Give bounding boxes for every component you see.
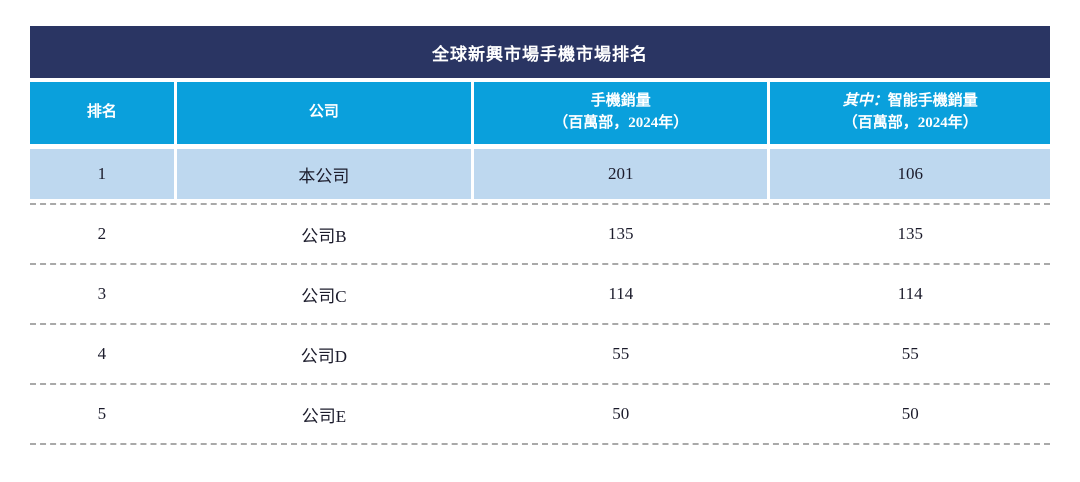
header-company: 公司 <box>176 82 472 144</box>
company-cell: 公司C <box>176 265 472 323</box>
sales-cell: 201 <box>474 149 768 199</box>
company-cell: 公司E <box>176 385 472 443</box>
header-rank: 排名 <box>30 82 174 144</box>
smart-sales-cell: 50 <box>770 385 1050 443</box>
header-phone-sales: 手機銷量 （百萬部，2024年） <box>474 82 768 144</box>
table-header-row: 排名 公司 手機銷量 （百萬部，2024年） 其中：智能手機銷量 （百萬部，20… <box>30 82 1050 144</box>
company-cell: 公司D <box>176 325 472 383</box>
table-row: 1 本公司 201 106 <box>30 149 1050 205</box>
rank-cell: 5 <box>30 385 174 443</box>
header-smartphone-sales: 其中：智能手機銷量 （百萬部，2024年） <box>770 82 1050 144</box>
smart-sales-cell: 106 <box>770 149 1050 199</box>
table-title-bar: 全球新興市場手機市場排名 <box>30 26 1050 78</box>
sales-cell: 114 <box>474 265 768 323</box>
smart-sales-cell: 114 <box>770 265 1050 323</box>
table-title: 全球新興市場手機市場排名 <box>432 44 648 64</box>
table-row: 5 公司E 50 50 <box>30 385 1050 445</box>
sales-cell: 50 <box>474 385 768 443</box>
table-row: 2 公司B 135 135 <box>30 205 1050 265</box>
table-row: 4 公司D 55 55 <box>30 325 1050 385</box>
rank-cell: 3 <box>30 265 174 323</box>
table-row: 3 公司C 114 114 <box>30 265 1050 325</box>
sales-cell: 135 <box>474 205 768 263</box>
sales-cell: 55 <box>474 325 768 383</box>
smart-sales-cell: 135 <box>770 205 1050 263</box>
rank-cell: 4 <box>30 325 174 383</box>
rank-cell: 1 <box>30 149 174 199</box>
company-cell: 公司B <box>176 205 472 263</box>
ranking-table: 全球新興市場手機市場排名 排名 公司 手機銷量 （百萬部，2024年） 其中：智… <box>30 26 1050 445</box>
smart-sales-cell: 55 <box>770 325 1050 383</box>
company-cell: 本公司 <box>176 149 472 199</box>
rank-cell: 2 <box>30 205 174 263</box>
